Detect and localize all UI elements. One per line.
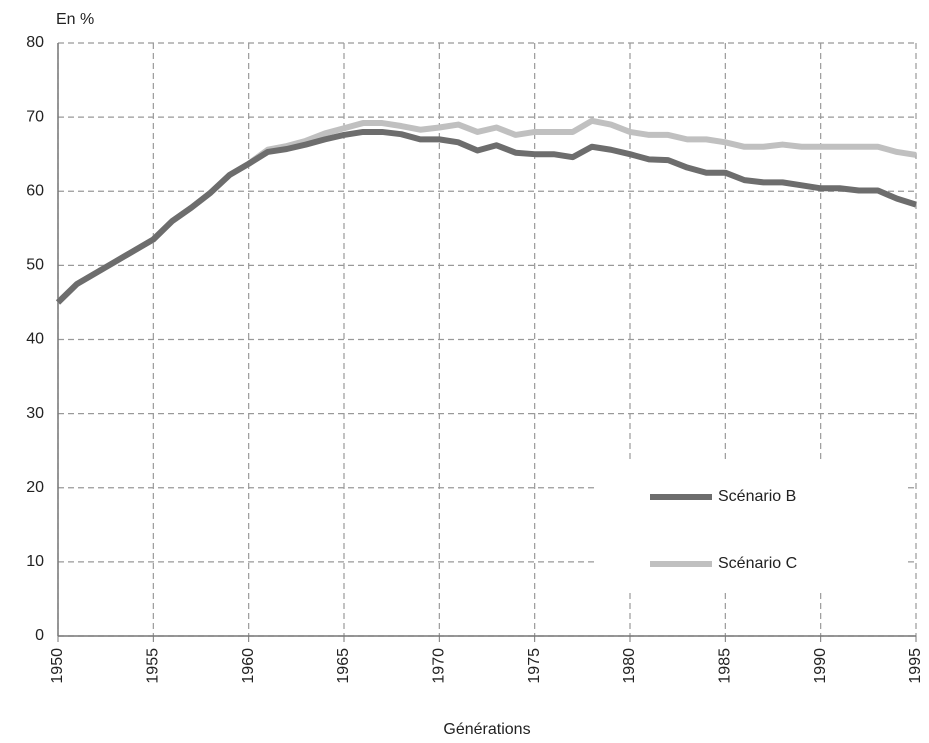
y-tick-label: 10 bbox=[26, 553, 44, 570]
y-axis-label: En % bbox=[56, 11, 94, 28]
legend-box bbox=[598, 460, 908, 592]
x-tick-label: 1980 bbox=[621, 648, 638, 684]
y-tick-label: 0 bbox=[35, 627, 44, 644]
x-tick-label: 1990 bbox=[812, 648, 829, 684]
series-line bbox=[55, 128, 917, 305]
y-tick-label: 30 bbox=[26, 405, 44, 422]
x-tick-label: 1985 bbox=[717, 648, 734, 684]
y-tick-label: 40 bbox=[26, 331, 44, 348]
x-tick-label: 1975 bbox=[526, 648, 543, 684]
x-tick-label: 1960 bbox=[240, 648, 257, 684]
x-axis-label: Générations bbox=[443, 721, 530, 738]
x-tick-label: 1970 bbox=[431, 648, 448, 684]
y-tick-label: 60 bbox=[26, 182, 44, 199]
legend-label: Scénario B bbox=[718, 488, 796, 505]
x-tick-label: 1950 bbox=[49, 648, 66, 684]
y-tick-label: 80 bbox=[26, 34, 44, 51]
x-tick-label: 1965 bbox=[335, 648, 352, 684]
y-tick-label: 20 bbox=[26, 479, 44, 496]
y-tick-label: 50 bbox=[26, 257, 44, 274]
x-tick-label: 1995 bbox=[907, 648, 924, 684]
x-tick-label: 1955 bbox=[145, 648, 162, 684]
y-tick-label: 70 bbox=[26, 108, 44, 125]
legend-label: Scénario C bbox=[718, 555, 797, 572]
